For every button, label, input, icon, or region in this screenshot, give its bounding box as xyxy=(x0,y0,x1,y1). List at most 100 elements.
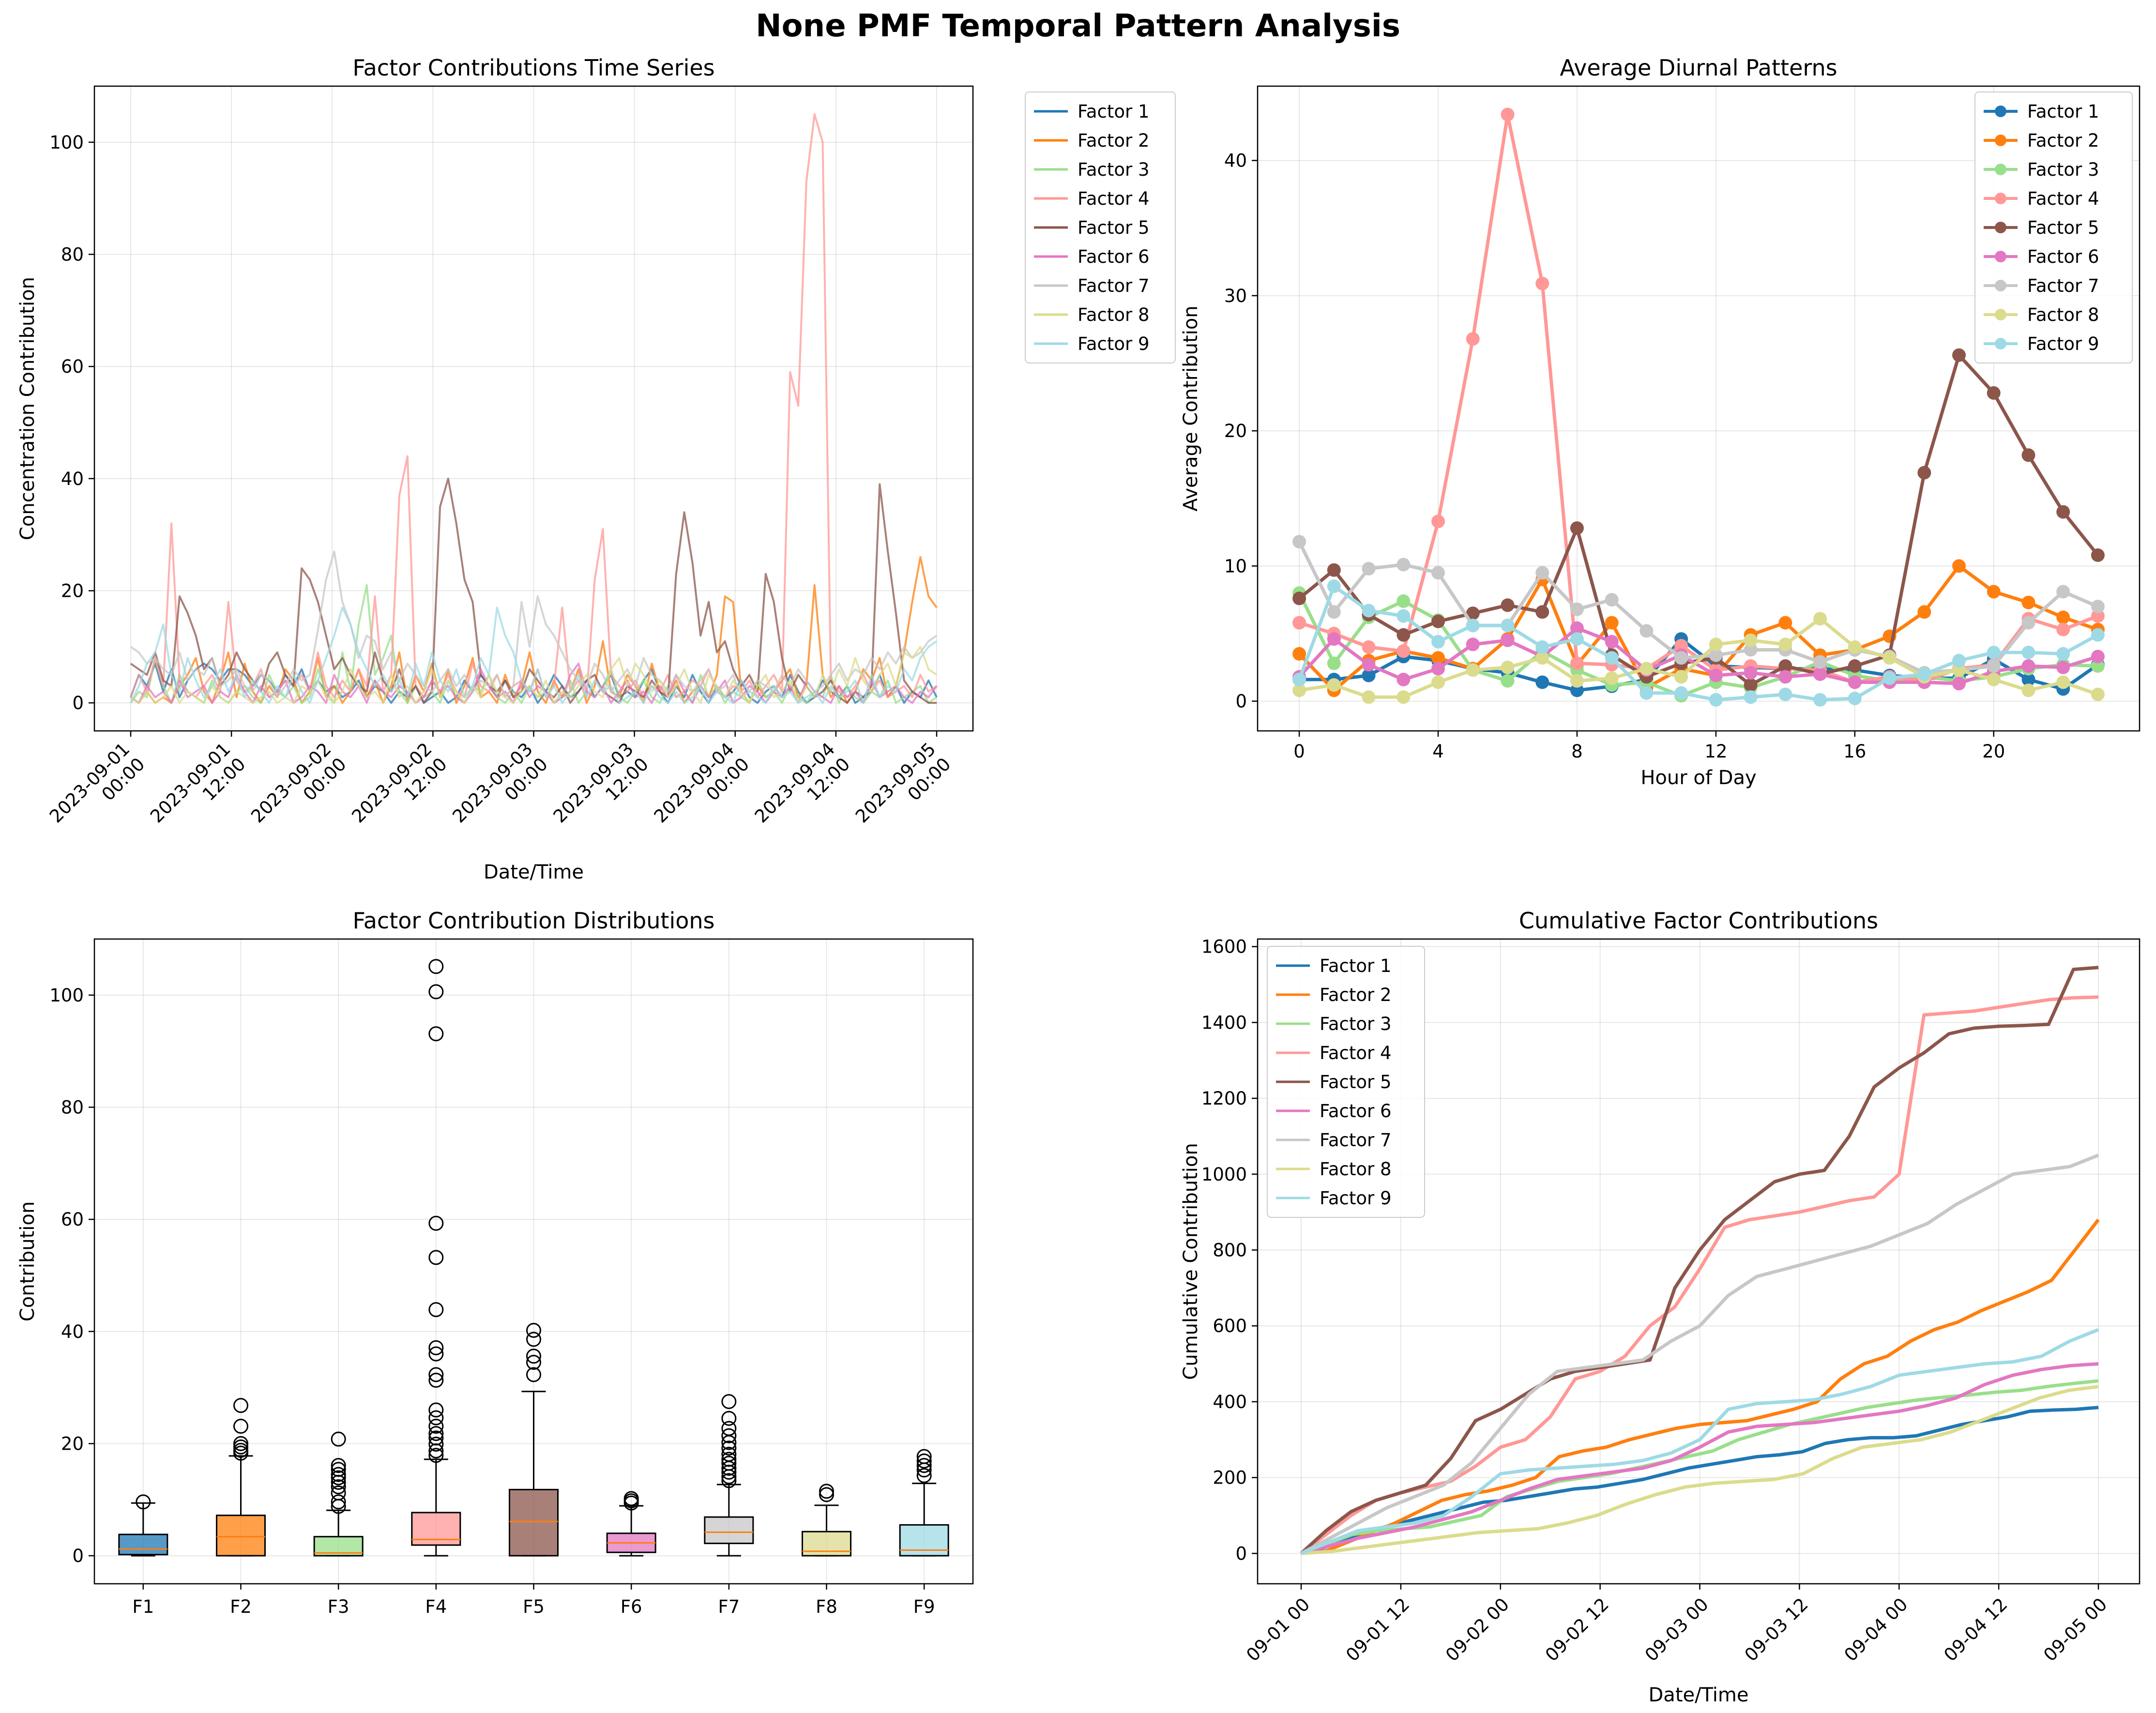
outlier-point xyxy=(526,1349,541,1364)
data-point-factor-4 xyxy=(1362,640,1376,654)
outlier-point xyxy=(331,1467,346,1482)
legend-marker xyxy=(1995,338,2006,349)
data-point-factor-8 xyxy=(1778,637,1792,652)
legend-frame xyxy=(1974,91,2133,364)
data-point-factor-9 xyxy=(1848,692,1862,705)
outlier-point xyxy=(721,1428,737,1443)
legend-frame xyxy=(1025,91,1176,364)
y-tick-label: 40 xyxy=(61,1321,84,1342)
series-line-factor-9 xyxy=(1300,1328,2099,1555)
legend: Factor 1 Factor 2 Factor 3 Factor 4 Factor 5… xyxy=(1025,91,1176,364)
x-tick-label: F1 xyxy=(132,1596,154,1617)
legend-label: Factor 7 xyxy=(2027,275,2099,296)
data-point-factor-8 xyxy=(1813,612,1827,626)
data-point-factor-5 xyxy=(1292,591,1306,606)
x-tick-label: 4 xyxy=(1432,741,1444,762)
outlier-point xyxy=(428,1426,444,1441)
outlier-point xyxy=(428,959,444,974)
data-point-factor-2 xyxy=(1778,616,1792,630)
panel-title: Factor Contributions Time Series xyxy=(352,55,714,81)
data-point-factor-1 xyxy=(2021,672,2035,686)
data-point-factor-5 xyxy=(1744,678,1758,692)
data-point-factor-9 xyxy=(1327,579,1341,593)
data-point-factor-8 xyxy=(2021,683,2035,697)
y-tick-label: 400 xyxy=(1213,1392,1247,1412)
y-tick-label: 0 xyxy=(1235,691,1247,712)
outlier-point xyxy=(233,1419,248,1434)
data-point-factor-7 xyxy=(1327,605,1341,619)
x-tick-label: 20 xyxy=(1982,741,2005,762)
y-tick-label: 200 xyxy=(1213,1468,1247,1488)
legend-label: Factor 9 xyxy=(1078,334,1150,354)
y-axis-label: Cumulative Contribution xyxy=(1180,1143,1202,1379)
y-tick-label: 20 xyxy=(61,580,84,601)
data-point-factor-8 xyxy=(2091,687,2105,701)
legend-label: Factor 8 xyxy=(1320,1159,1392,1180)
x-tick-label: 8 xyxy=(1571,741,1583,762)
legend-label: Factor 7 xyxy=(1078,275,1150,296)
x-tick-label: F7 xyxy=(718,1596,740,1617)
data-point-factor-5 xyxy=(2056,505,2070,519)
legend-label: Factor 1 xyxy=(1320,955,1392,976)
outlier-point xyxy=(428,1402,444,1418)
y-tick-label: 800 xyxy=(1213,1240,1247,1260)
box-body xyxy=(216,1515,266,1557)
data-point-factor-6 xyxy=(1848,675,1862,689)
legend-label: Factor 9 xyxy=(1320,1188,1392,1209)
data-point-factor-8 xyxy=(2056,675,2070,689)
series-line-factor-7 xyxy=(1300,1153,2099,1555)
box-body xyxy=(899,1524,949,1557)
legend-label: Factor 7 xyxy=(1320,1130,1392,1151)
data-point-factor-7 xyxy=(1813,655,1827,669)
data-point-factor-7 xyxy=(2056,585,2070,599)
legend-marker xyxy=(1995,251,2006,262)
outlier-point xyxy=(721,1394,737,1410)
data-point-factor-6 xyxy=(2091,650,2105,664)
data-point-factor-9 xyxy=(1987,646,2001,659)
series-line-factor-8 xyxy=(1301,1385,2099,1555)
outlier-point xyxy=(331,1485,346,1501)
y-tick-label: 10 xyxy=(1224,556,1247,576)
data-point-factor-4 xyxy=(1674,639,1688,653)
y-tick-label: 100 xyxy=(49,132,84,153)
y-axis-label: Concentration Contribution xyxy=(16,277,39,540)
legend-marker xyxy=(1995,135,2006,146)
legend-label: Factor 3 xyxy=(1078,159,1150,180)
data-point-factor-2 xyxy=(1605,616,1619,630)
series-lines xyxy=(1300,966,2100,1555)
legend-label: Factor 6 xyxy=(2027,246,2099,267)
box-f8 xyxy=(802,1484,851,1557)
y-tick-label: 600 xyxy=(1213,1316,1247,1336)
outlier-point xyxy=(526,1354,541,1370)
legend-label: Factor 3 xyxy=(2027,159,2099,180)
data-point-factor-7 xyxy=(1431,566,1445,580)
data-point-factor-5 xyxy=(1917,466,1931,480)
outlier-point xyxy=(526,1322,541,1338)
data-point-factor-5 xyxy=(1431,614,1445,628)
data-point-factor-9 xyxy=(1813,693,1827,707)
legend-label: Factor 5 xyxy=(1320,1072,1392,1092)
data-point-factor-5 xyxy=(1501,598,1515,612)
x-tick-label: F4 xyxy=(425,1596,447,1617)
data-point-factor-9 xyxy=(1292,672,1306,686)
outlier-point xyxy=(721,1410,737,1426)
data-point-factor-8 xyxy=(1744,633,1758,647)
x-tick-label: F6 xyxy=(621,1596,642,1617)
box-f7 xyxy=(704,1394,754,1557)
y-tick-label: 30 xyxy=(1224,286,1247,306)
data-point-factor-5 xyxy=(1397,628,1411,642)
panel-title: Factor Contribution Distributions xyxy=(353,908,715,934)
outlier-point xyxy=(428,1373,444,1388)
data-point-factor-8 xyxy=(1883,651,1897,665)
data-point-factor-8 xyxy=(1397,690,1411,704)
y-tick-label: 1400 xyxy=(1201,1012,1247,1033)
data-point-factor-7 xyxy=(2021,616,2035,630)
box-f6 xyxy=(606,1491,656,1557)
outlier-point xyxy=(428,1419,444,1434)
data-point-factor-6 xyxy=(1709,668,1723,682)
legend-label: Factor 1 xyxy=(2027,101,2099,122)
y-tick-label: 80 xyxy=(61,244,84,265)
x-tick-label: F9 xyxy=(913,1596,935,1617)
data-point-factor-9 xyxy=(2056,647,2070,661)
data-point-factor-9 xyxy=(1362,604,1376,618)
